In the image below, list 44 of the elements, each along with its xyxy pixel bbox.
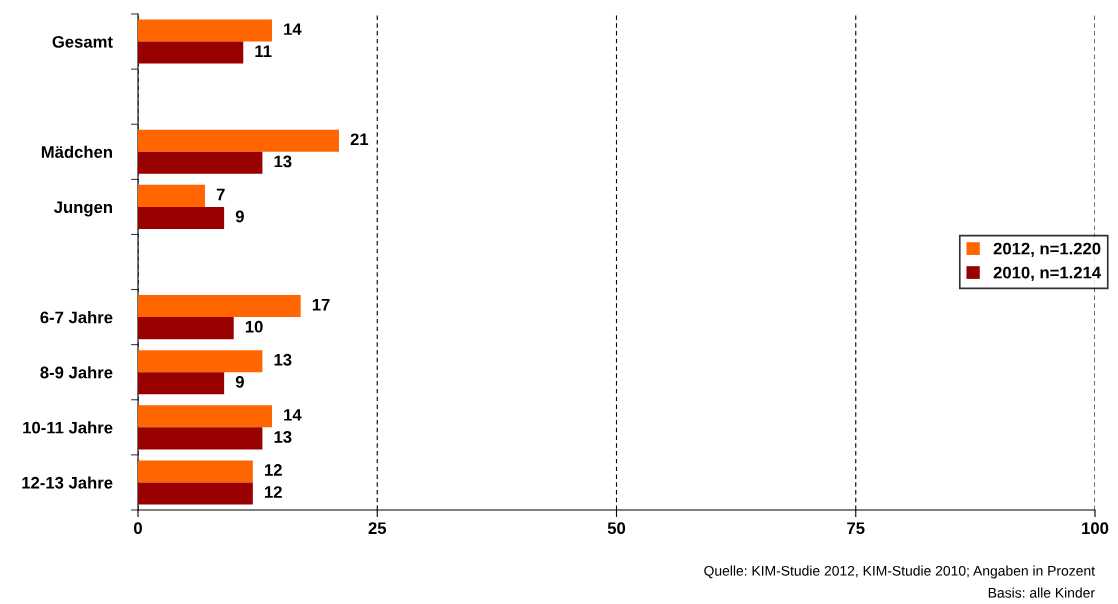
x-tick-label: 0 bbox=[134, 522, 142, 535]
y-tick-label: Mädchen bbox=[41, 145, 112, 158]
bar bbox=[138, 405, 272, 428]
data-label: 12 bbox=[265, 464, 282, 476]
data-label: 13 bbox=[274, 353, 292, 366]
bar bbox=[138, 317, 234, 340]
bar bbox=[138, 427, 263, 450]
data-label: 9 bbox=[235, 375, 244, 388]
bar bbox=[138, 151, 263, 174]
bar bbox=[138, 482, 253, 505]
text: Basis: alle Kinder bbox=[988, 587, 1095, 598]
bar bbox=[138, 460, 253, 483]
y-tick-label: 12-13 Jahre bbox=[22, 476, 113, 489]
data-label: 12 bbox=[265, 486, 282, 498]
data-label: 13 bbox=[274, 431, 292, 443]
y-tick-label: Jungen bbox=[54, 201, 112, 217]
bar bbox=[138, 206, 225, 229]
data-label: 9 bbox=[235, 210, 244, 223]
data-label: 14 bbox=[284, 409, 302, 421]
data-label: 17 bbox=[312, 298, 330, 311]
x-tick-label: 75 bbox=[847, 522, 865, 535]
data-label: 14 bbox=[284, 23, 302, 35]
bar bbox=[138, 295, 301, 318]
bar bbox=[138, 19, 272, 42]
x-tick-label: 25 bbox=[368, 522, 387, 535]
data-label: 7 bbox=[216, 188, 225, 201]
x-tick-label: 100 bbox=[1082, 522, 1109, 535]
data-label: 13 bbox=[274, 155, 292, 168]
data-label: 21 bbox=[350, 133, 369, 146]
bar bbox=[138, 372, 225, 395]
y-tick-label: Gesamt bbox=[52, 35, 113, 48]
legend-label: 2010, n=1.214 bbox=[993, 266, 1101, 281]
bar bbox=[138, 41, 244, 64]
data-label: 11 bbox=[255, 45, 272, 57]
y-tick-label: 10-11 Jahre bbox=[23, 421, 113, 434]
legend-label: 2012, n=1.220 bbox=[993, 242, 1101, 257]
data-label: 10 bbox=[245, 320, 263, 333]
source-note: Quelle: KIM-Studie 2012, KIM-Studie 2010; Angaben in Prozent bbox=[704, 565, 1095, 579]
bar bbox=[138, 350, 263, 373]
x-tick-label: 50 bbox=[607, 522, 626, 535]
y-tick-label: 6-7 Jahre bbox=[40, 311, 113, 324]
y-tick-label: 8-9 Jahre bbox=[40, 366, 113, 379]
bar bbox=[138, 184, 205, 207]
bar bbox=[138, 129, 339, 152]
